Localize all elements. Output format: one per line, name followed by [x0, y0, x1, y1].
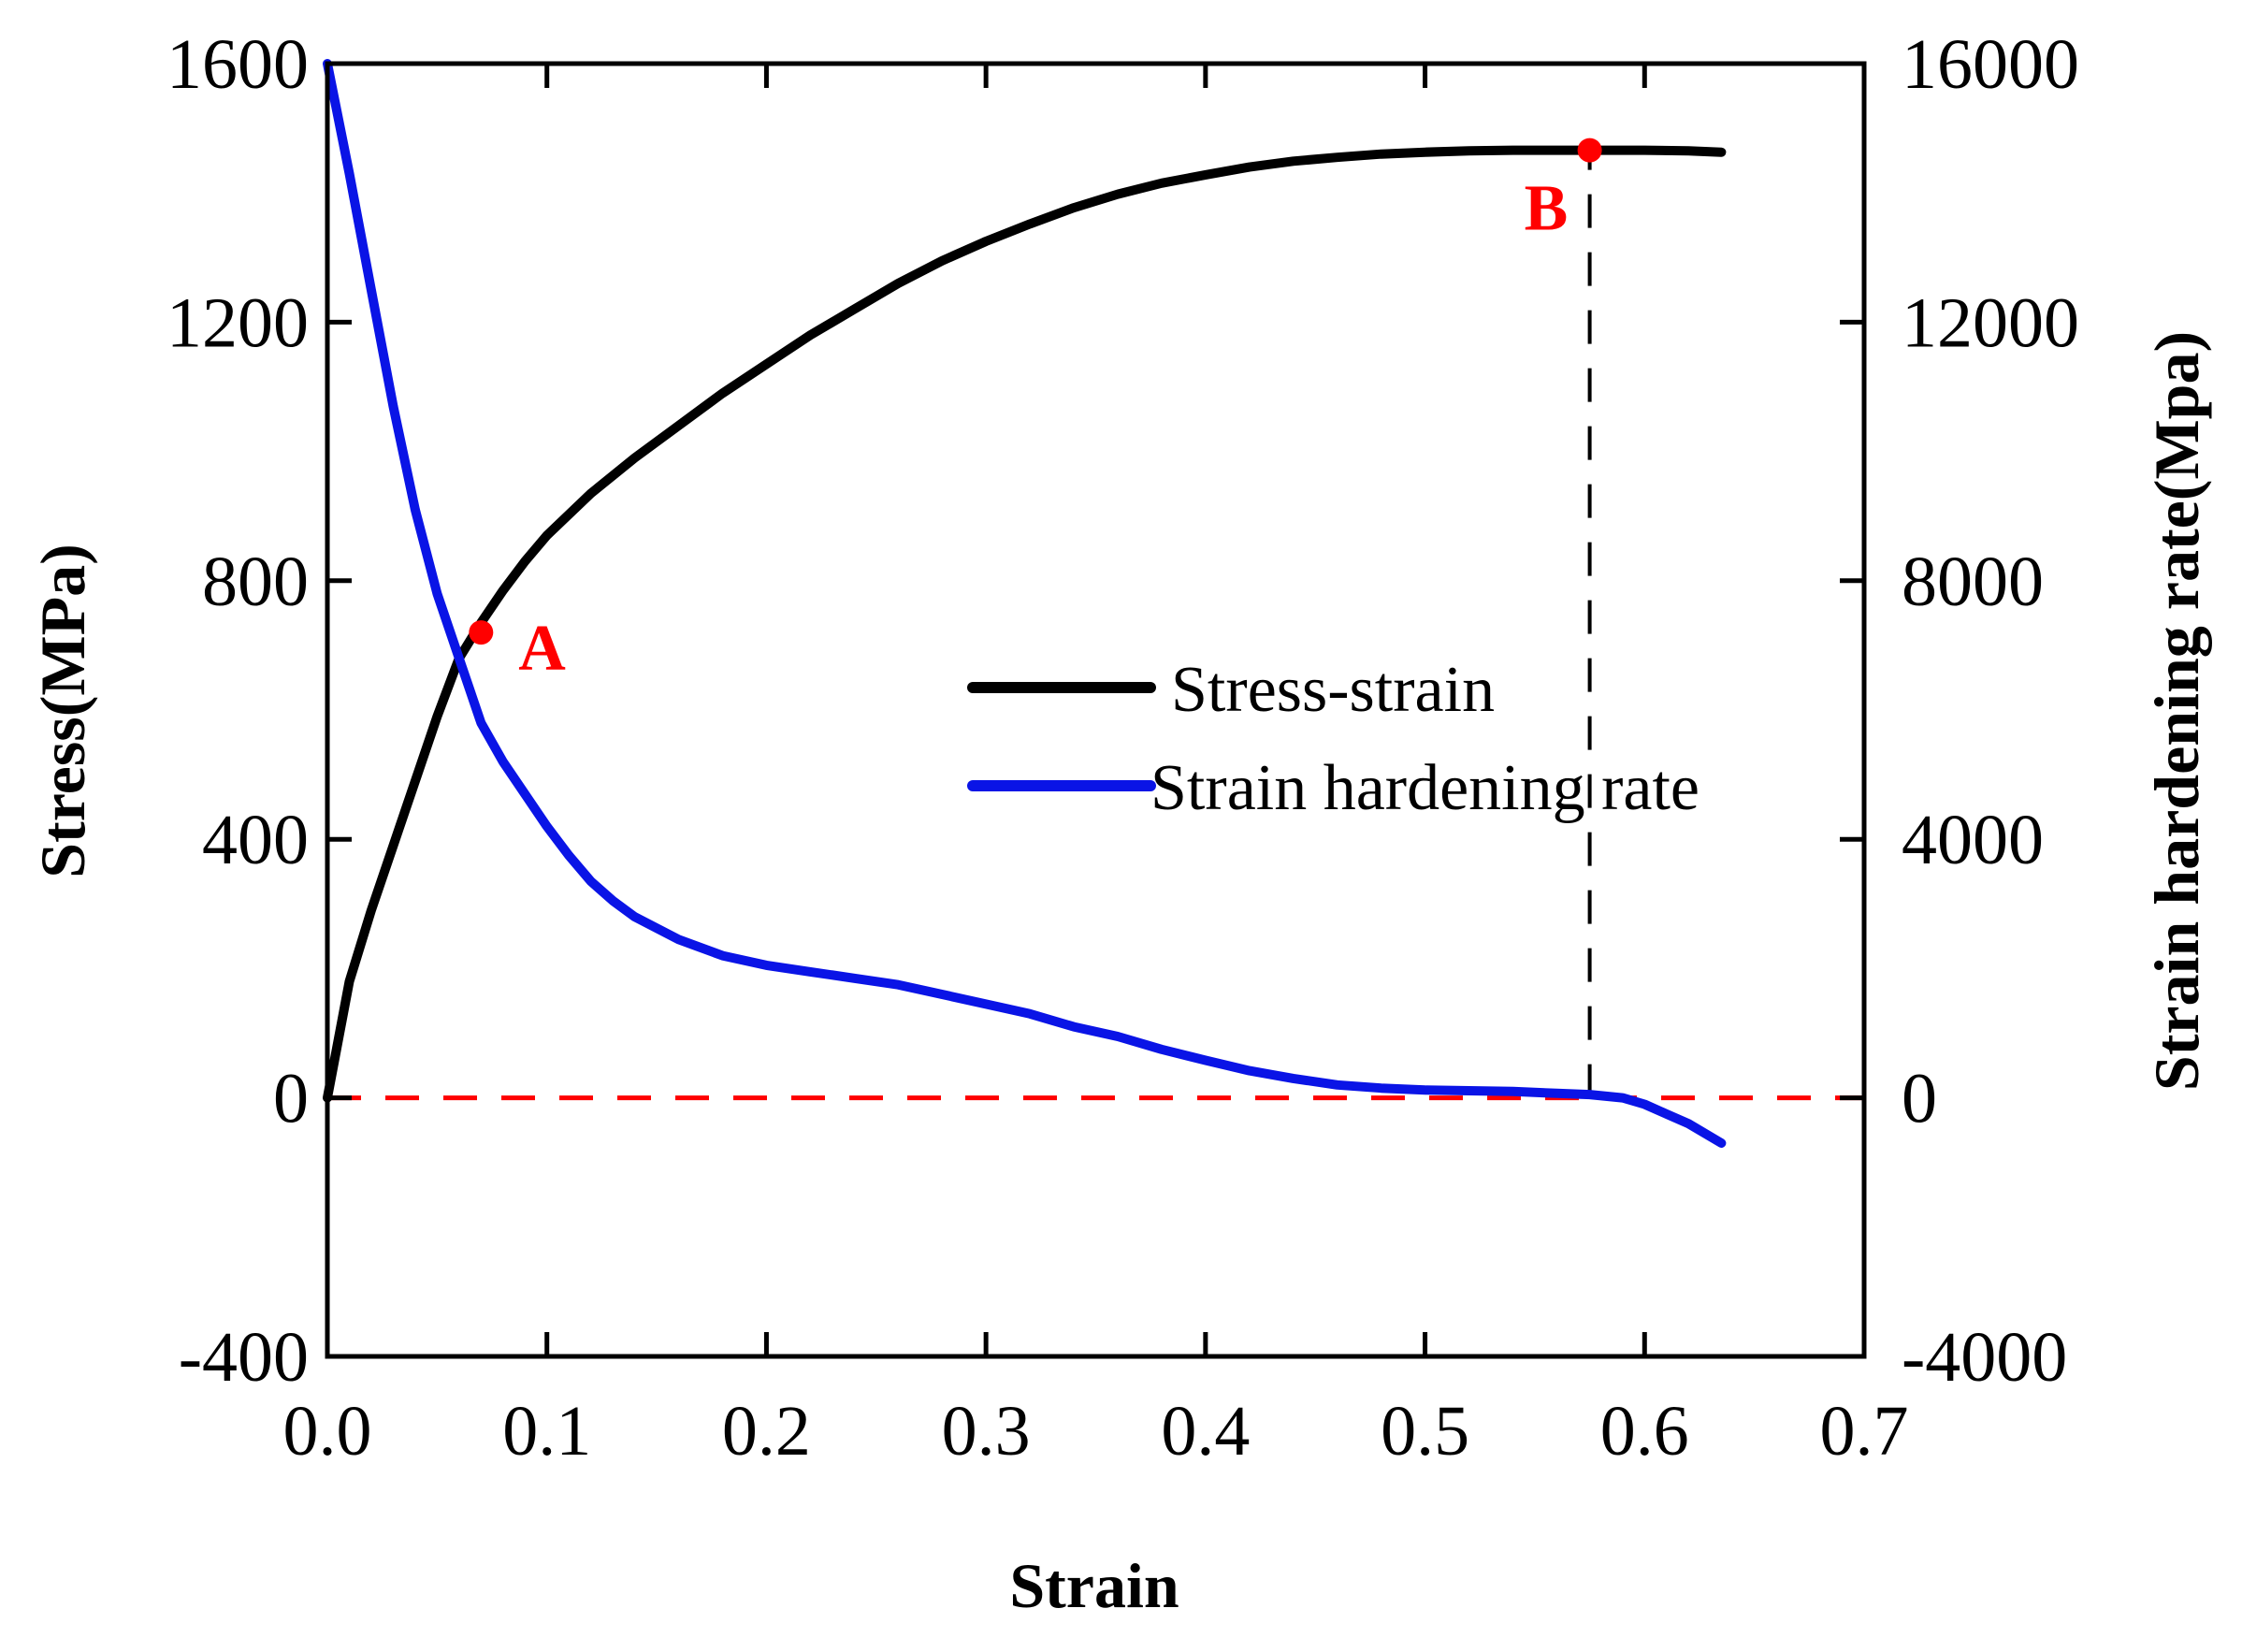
y2-tick-label: 4000 [1902, 801, 2044, 879]
y2-tick-label: 12000 [1902, 283, 2079, 362]
tick-labels: 0.0 0.1 0.2 0.3 0.4 0.5 0.6 0.7-400040080012001… [166, 25, 2079, 1471]
y-tick-label: -400 [179, 1318, 309, 1397]
series-line-strain-hardening-rate [323, 59, 1727, 1148]
x-tick-label: 0.5 [1381, 1392, 1469, 1471]
series-line-stress-strain [323, 145, 1727, 1103]
point-marker-b [1577, 138, 1602, 163]
y2-tick-label: 0 [1902, 1060, 1937, 1138]
y2-tick-label: -4000 [1902, 1318, 2067, 1397]
x-tick-label: 0.4 [1161, 1392, 1250, 1471]
x-tick-label: 0.6 [1600, 1392, 1689, 1471]
x-tick-label: 0.3 [942, 1392, 1031, 1471]
x-tick-label: 0.7 [1820, 1392, 1909, 1471]
y-tick-label: 1200 [166, 283, 309, 362]
y-tick-label: 400 [202, 801, 309, 879]
x-tick-label: 0.0 [283, 1392, 372, 1471]
point-marker-a [469, 620, 494, 645]
y2-tick-label: 8000 [1902, 543, 2044, 621]
point-label-b: B [1525, 173, 1569, 245]
y-tick-label: 0 [273, 1060, 309, 1138]
legend-label-stress-strain: Stress-strain [1171, 654, 1495, 726]
point-label-a: A [518, 613, 566, 685]
series-layer [323, 59, 1727, 1148]
y2-axis-title: Strain hardening rate(Mpa) [2141, 331, 2212, 1091]
plot-frame [325, 61, 1867, 1359]
legend-label-strain-hardening-rate: Strain hardening rate [1150, 752, 1700, 824]
x-axis-title: Strain [1009, 1550, 1179, 1621]
y-tick-label: 1600 [166, 25, 309, 104]
x-tick-label: 0.1 [502, 1392, 591, 1471]
y-tick-label: 800 [202, 543, 309, 621]
annotations: AB [469, 138, 1602, 685]
y2-tick-label: 16000 [1902, 25, 2079, 104]
legend: Stress-strain Strain hardening rate [967, 654, 1700, 824]
x-tick-label: 0.2 [722, 1392, 811, 1471]
y-axis-title: Stress(MPa) [27, 543, 98, 878]
